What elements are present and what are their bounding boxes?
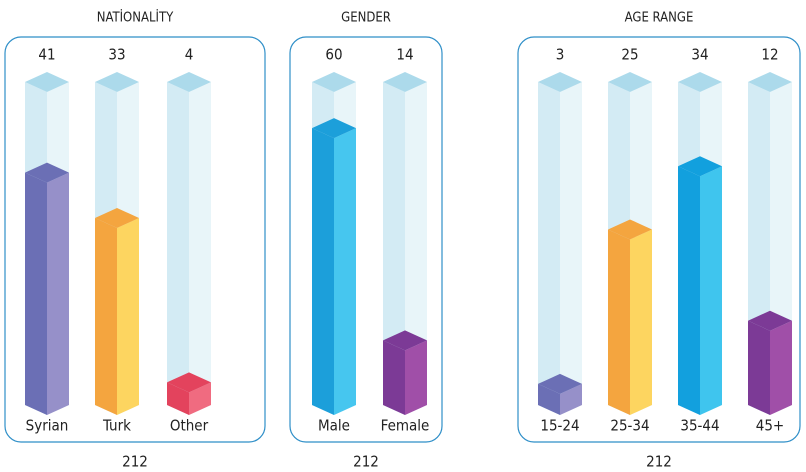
tube-top [25,72,69,92]
tube-left [538,82,560,415]
value-label: 33 [108,46,125,64]
category-label: 25-34 [610,417,649,435]
panel-title: NATİONALİTY [97,10,174,26]
value-label: 12 [761,46,778,64]
category-label: Male [318,417,350,435]
bar-top [95,208,139,228]
bar-left [312,128,334,415]
category-label: 15-24 [540,417,579,435]
panel-total: 212 [353,453,379,471]
value-label: 3 [556,46,565,64]
panel-title: AGE RANGE [625,11,694,26]
category-label: 45+ [756,417,784,435]
category-label: Turk [102,417,131,435]
bar-top [25,162,69,183]
tube-top [608,72,652,92]
bar-left [25,172,47,415]
bar-top [608,219,652,240]
bar-top [312,118,356,139]
tube-left [167,82,189,415]
bar-top [748,310,792,331]
tube-top [748,72,792,92]
bar-right [700,166,722,415]
bar-top [383,330,427,351]
bar-right [560,383,582,415]
tube-top [678,72,722,92]
category-label: Female [381,417,430,435]
bar-left [383,340,405,415]
value-label: 41 [38,46,55,64]
panel-total: 212 [646,453,672,471]
tube-right [189,82,211,415]
panel-frame [289,36,443,443]
bar-left [748,320,770,415]
bar-left [167,382,189,415]
tube-right [560,82,582,415]
category-label: Syrian [26,417,69,435]
bar-left [95,218,117,415]
bar-right [47,172,69,415]
tube-top [383,72,427,92]
panel-title: GENDER [341,11,391,26]
value-label: 60 [325,46,342,64]
category-label: Other [170,417,209,435]
category-label: 35-44 [680,417,719,435]
tube-right [405,82,427,415]
bar-right [334,128,356,415]
tube-top [312,72,356,92]
panel-frame [517,36,801,443]
bar-top [678,156,722,177]
tube-top [95,72,139,92]
value-label: 25 [621,46,638,64]
bar-right [189,382,211,415]
tube-top [538,72,582,92]
panel-frame [4,36,266,443]
value-label: 14 [396,46,413,64]
tube-left [383,82,405,415]
bar-left [538,383,560,415]
bar-top [167,372,211,393]
bar-right [630,229,652,415]
bar-right [770,320,792,415]
value-label: 4 [185,46,194,64]
bar-right [405,340,427,415]
panel-total: 212 [122,453,148,471]
tube-top [167,72,211,92]
bar-right [117,218,139,415]
bar-top [538,373,582,394]
value-label: 34 [691,46,708,64]
bar-left [678,166,700,415]
bar-left [608,229,630,415]
